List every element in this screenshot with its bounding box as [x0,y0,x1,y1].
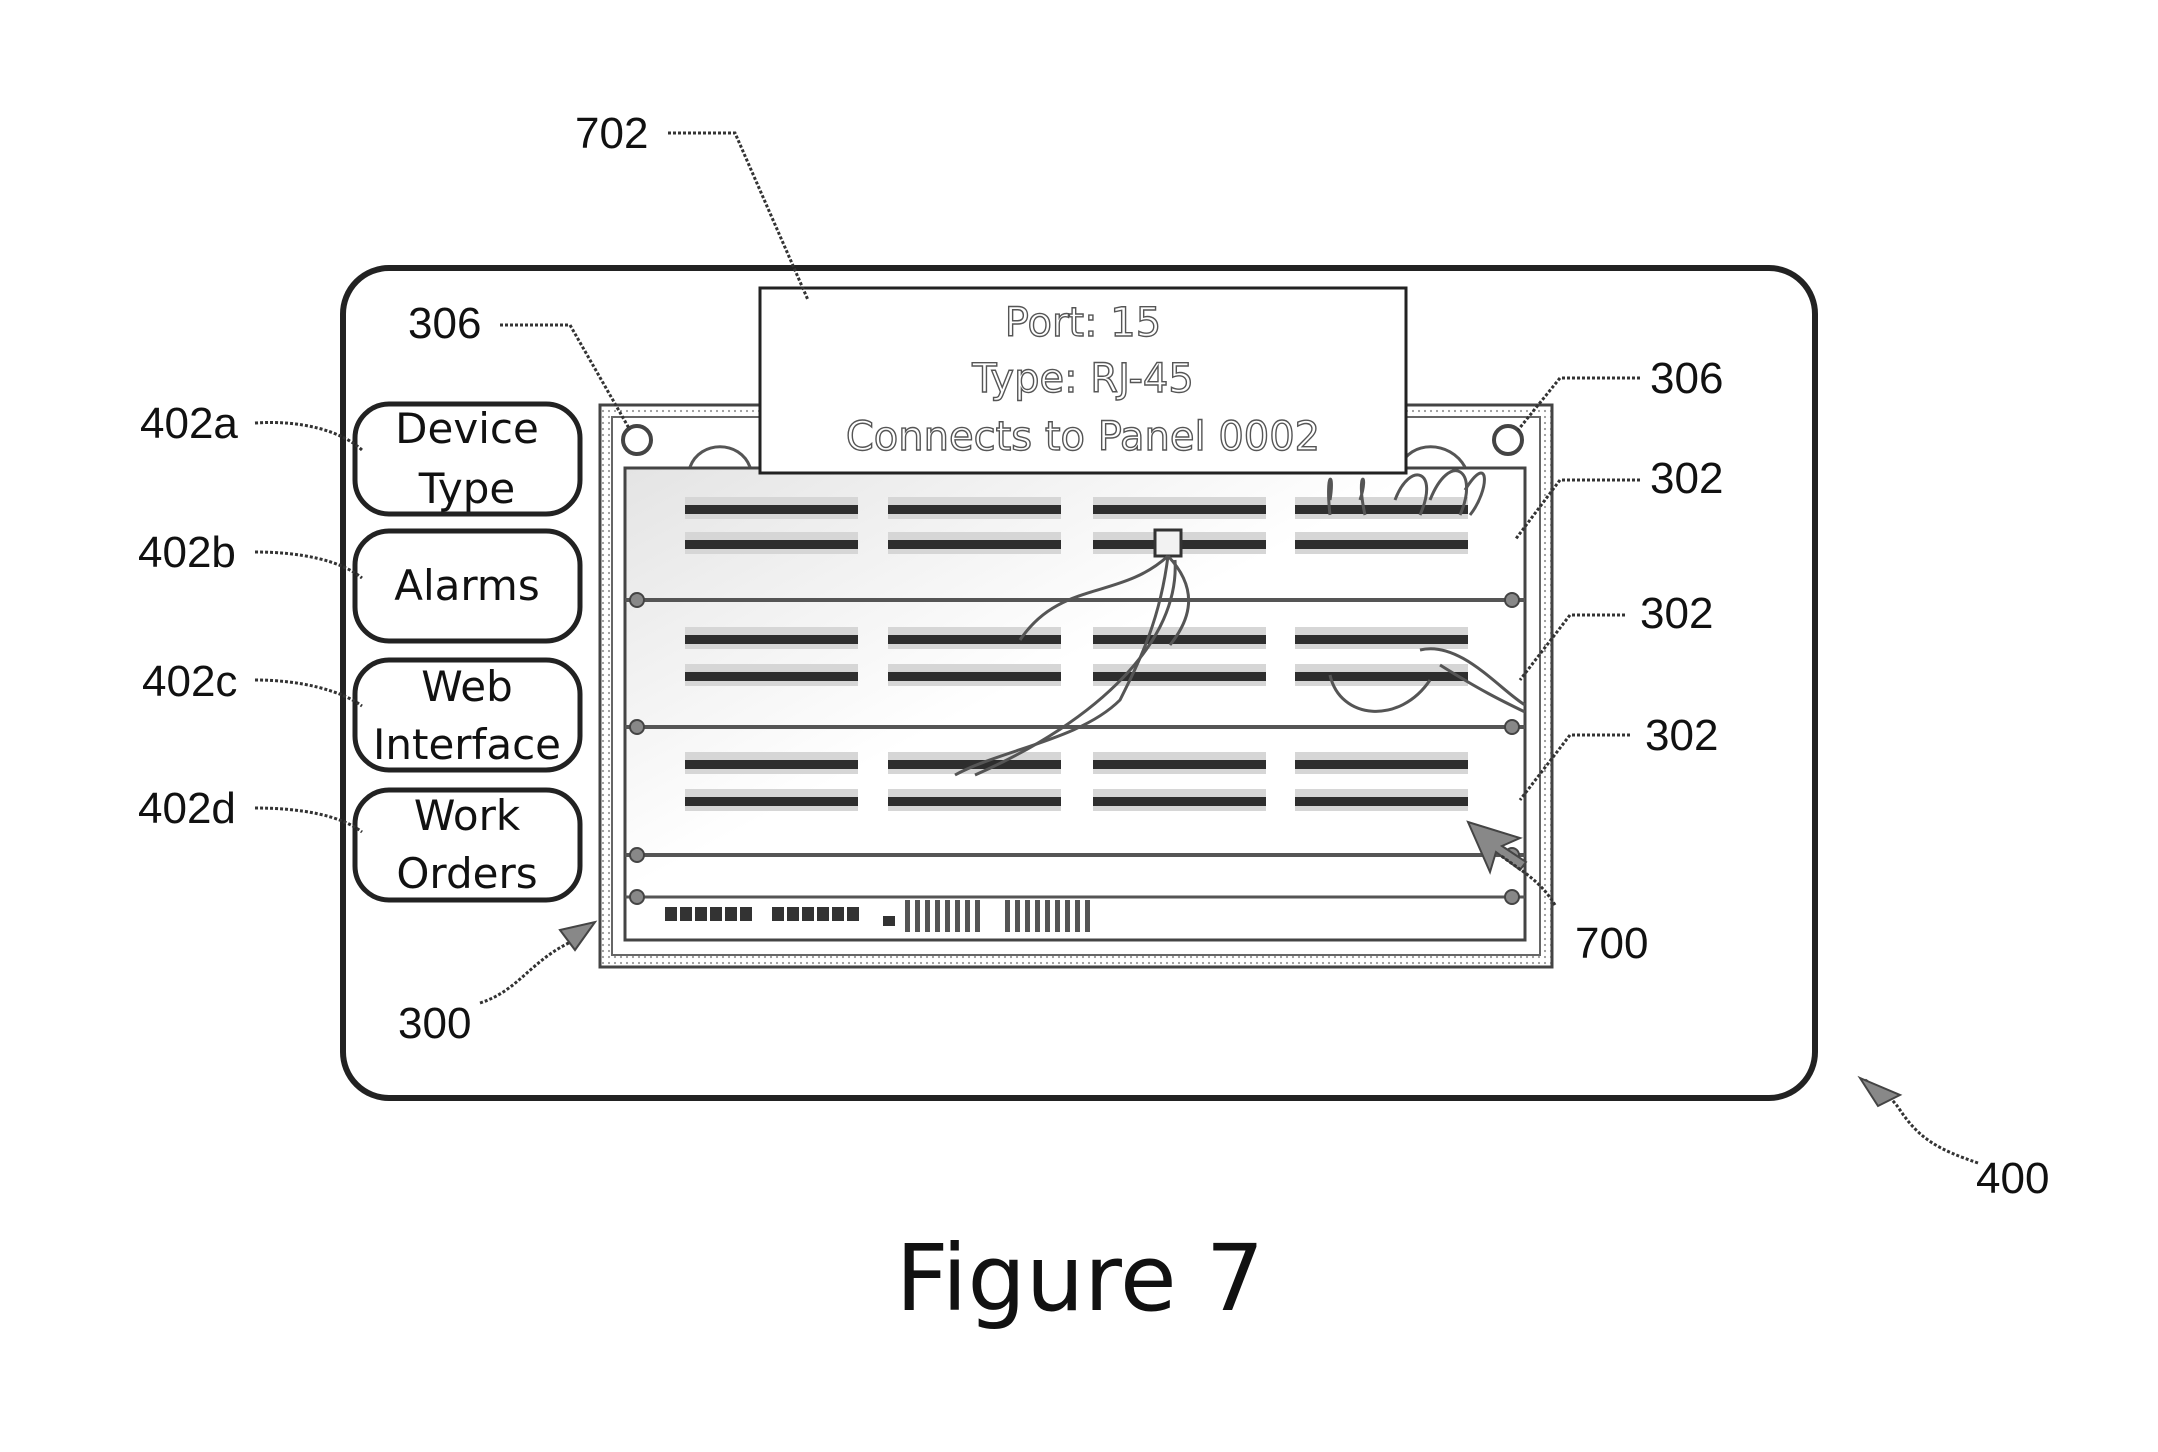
device-port [847,907,859,921]
port-block[interactable] [1295,797,1468,806]
device-port [710,907,722,921]
ref-702: 702 [575,109,648,158]
equipment-rack [600,405,1552,967]
device-vent-bar [965,900,970,932]
device-vent-bar [1065,900,1070,932]
device-port [832,907,844,921]
device-indicator [883,916,895,926]
port-block[interactable] [1093,635,1266,644]
port-block[interactable] [1295,760,1468,769]
alarms-label: Alarms [394,561,539,610]
tooltip-type: Type: RJ-45 [971,356,1194,402]
port-block[interactable] [685,505,858,514]
device-vent-bar [905,900,910,932]
port-block[interactable] [1093,672,1266,681]
work-orders-label-line-1: Work [414,791,521,840]
device-vent-bar [935,900,940,932]
port-block[interactable] [685,672,858,681]
port-block[interactable] [888,540,1061,549]
device-port [802,907,814,921]
device-vent-bar [1055,900,1060,932]
ref-302-bottom: 302 [1645,711,1718,760]
mounting-screw-left [623,426,651,454]
ref-402b: 402b [138,528,236,577]
device-type-label-line-1: Device [395,404,539,453]
ref-302-top: 302 [1650,454,1723,503]
work-orders-label-line-2: Orders [396,849,537,898]
device-port [695,907,707,921]
device-vent-bar [1005,900,1010,932]
port-block[interactable] [1295,672,1468,681]
port-block[interactable] [1093,505,1266,514]
selected-port-15[interactable] [1155,530,1181,556]
device-vent-bar [1015,900,1020,932]
device-port [680,907,692,921]
device-type-button[interactable]: Device Type [355,404,580,514]
ref-700: 700 [1575,919,1648,968]
device-vent-bar [1035,900,1040,932]
ref-300: 300 [398,999,471,1048]
device-port [787,907,799,921]
device-port [740,907,752,921]
port-block[interactable] [888,505,1061,514]
ref-302-middle: 302 [1640,589,1713,638]
tooltip-port: Port: 15 [1005,300,1161,346]
port-block[interactable] [1295,635,1468,644]
device-vent-bar [955,900,960,932]
device-vent-bar [925,900,930,932]
device-vent-bar [1075,900,1080,932]
device-port [725,907,737,921]
port-block[interactable] [685,797,858,806]
port-info-tooltip: Port: 15 Type: RJ-45 Connects to Panel 0… [760,288,1406,473]
work-orders-button[interactable]: Work Orders [355,790,580,900]
port-block[interactable] [1093,797,1266,806]
mounting-screw-right [1494,426,1522,454]
web-interface-label-line-1: Web [421,662,513,711]
device-vent-bar [975,900,980,932]
ref-306-right: 306 [1650,354,1723,403]
ref-400: 400 [1976,1154,2049,1203]
port-block[interactable] [1295,540,1468,549]
ref-306-left: 306 [408,299,481,348]
device-port [665,907,677,921]
device-vent-bar [1045,900,1050,932]
device-vent-bar [945,900,950,932]
port-block[interactable] [888,797,1061,806]
port-block[interactable] [685,540,858,549]
port-block[interactable] [888,672,1061,681]
port-block[interactable] [685,760,858,769]
ref-402d: 402d [138,784,236,833]
web-interface-button[interactable]: Web Interface [355,660,580,770]
port-block[interactable] [685,635,858,644]
ref-402c: 402c [142,657,237,706]
device-vent-bar [1085,900,1090,932]
device-vent-bar [1025,900,1030,932]
device-vent-bar [915,900,920,932]
web-interface-label-line-2: Interface [373,720,561,769]
device-port [772,907,784,921]
port-block[interactable] [1295,505,1468,514]
port-block[interactable] [1093,760,1266,769]
device-type-label-line-2: Type [418,464,515,513]
tooltip-connection: Connects to Panel 0002 [846,414,1320,460]
device-port [817,907,829,921]
alarms-button[interactable]: Alarms [355,531,580,641]
ref-402a: 402a [140,399,238,448]
port-block[interactable] [888,635,1061,644]
figure-caption: Figure 7 [896,1225,1265,1332]
